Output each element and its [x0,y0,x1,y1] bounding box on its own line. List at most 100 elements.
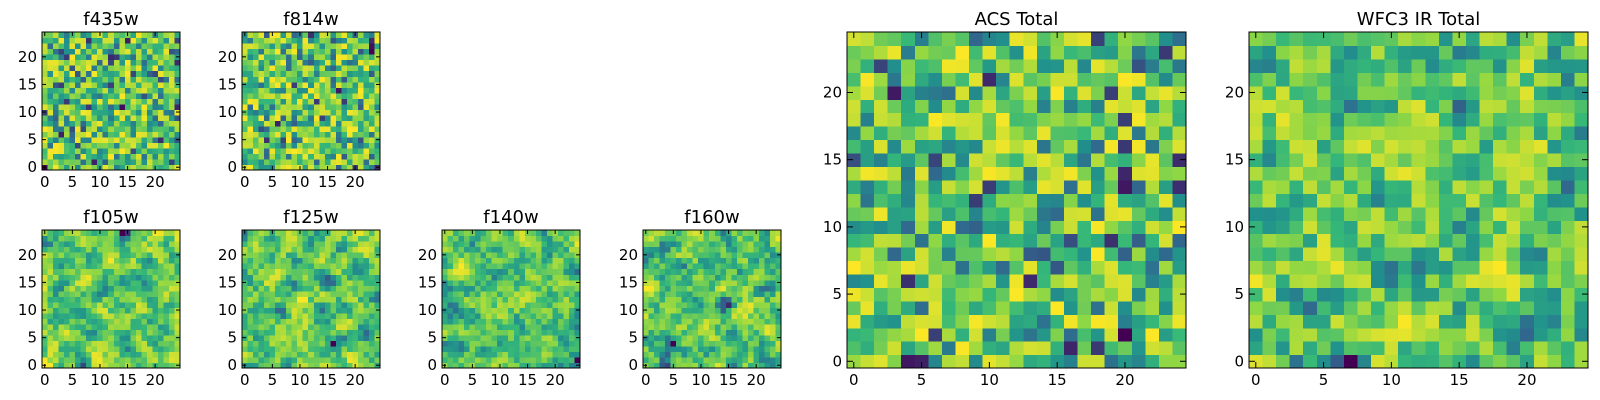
heatmap-cell [58,246,65,253]
heatmap-cell [47,285,54,292]
heatmap-cell [1131,139,1146,154]
heatmap-cell [874,314,889,329]
heatmap-cell [714,345,721,353]
heatmap-cell [258,296,265,303]
heatmap-cell [47,98,54,105]
heatmap-cell [258,318,265,325]
heatmap-cell [275,114,282,121]
heatmap-cell [753,345,760,353]
heatmap-cell [91,235,98,242]
heatmap-cell [557,296,565,303]
heatmap-cell [352,290,359,297]
heatmap-cell [643,268,650,275]
heatmap-cell [174,345,181,353]
heatmap-cell [914,341,929,356]
heatmap-cell [524,307,531,314]
heatmap-cell [736,307,743,314]
heatmap-cell [687,246,694,253]
heatmap-cell [163,323,170,330]
heatmap-cell [91,318,98,325]
heatmap-cell [357,65,365,72]
heatmap-cell [698,329,705,336]
heatmap-cell [928,139,943,154]
heatmap-cell [374,351,381,358]
heatmap-cell [941,273,957,288]
heatmap-cell [557,230,565,237]
heatmap-cell [847,85,862,100]
heatmap-cell [119,43,126,50]
heatmap-cell [313,268,320,275]
heatmap-cell [1063,112,1079,127]
heatmap-cell [280,120,287,127]
heatmap-cell [996,72,1011,87]
heatmap-cell [458,334,465,341]
heatmap-cell [1438,179,1453,194]
heatmap-cell [47,307,54,314]
heatmap-cell [1131,206,1146,221]
x-tick-label: 10 [90,173,109,191]
heatmap-cell [152,301,159,308]
heatmap-cell [247,257,254,264]
heatmap-cell [681,329,688,336]
heatmap-cell [124,290,131,297]
heatmap-cell [648,340,655,347]
heatmap-cell [535,329,542,336]
heatmap-cell [1533,206,1548,221]
heatmap-cell [442,323,449,330]
heatmap-cell [269,153,276,160]
heatmap-cell [1276,287,1291,302]
heatmap-cell [887,233,902,248]
heatmap-cell [1077,166,1092,181]
heatmap-cell [574,340,581,347]
heatmap-cell [546,323,553,330]
heatmap-cell [1249,152,1264,167]
heatmap-cell [86,318,93,325]
heatmap-cell [275,136,282,143]
heatmap-cell [568,274,576,281]
heatmap-cell [1560,341,1576,356]
heatmap-cell [1343,206,1359,221]
heatmap-cell [969,152,984,167]
heatmap-cell [368,65,376,72]
heatmap-cell [69,147,76,155]
heatmap-cell [508,307,515,314]
heatmap-cell [552,301,559,308]
heatmap-cell [258,54,265,61]
heatmap-cell [242,246,249,253]
heatmap-cell [253,109,260,116]
heatmap-cell [264,257,271,264]
heatmap-cell [357,103,365,110]
heatmap-cell [53,153,60,160]
heatmap-cell [146,158,153,166]
heatmap-cell [1009,179,1024,194]
heatmap-cell [725,246,732,253]
heatmap-cell [1131,273,1146,288]
heatmap-cell [1172,179,1187,194]
heatmap-cell [530,312,537,319]
heatmap-cell [747,252,754,259]
heatmap-cell [753,307,760,314]
heatmap-cell [102,307,109,314]
heatmap-cell [1316,300,1331,315]
heatmap-cell [928,341,943,356]
heatmap-cell [941,354,957,369]
heatmap-cell [286,164,293,171]
heatmap-cell [330,296,337,303]
heatmap-cell [665,307,672,314]
heatmap-cell [291,125,298,132]
heatmap-cell [346,290,353,297]
heatmap-cell [247,263,254,270]
heatmap-cell [502,296,509,303]
heatmap-cell [1276,354,1291,369]
heatmap-cell [1384,354,1399,369]
heatmap-cell [297,125,304,132]
heatmap-cell [442,257,449,264]
heatmap-cell [335,81,342,88]
heatmap-cell [1262,233,1277,248]
heatmap-cell [264,334,271,341]
heatmap-cell [335,274,342,281]
heatmap-cell [687,235,694,242]
heatmap-cell [97,296,104,303]
heatmap-cell [1023,273,1038,288]
heatmap-cell [280,98,287,105]
